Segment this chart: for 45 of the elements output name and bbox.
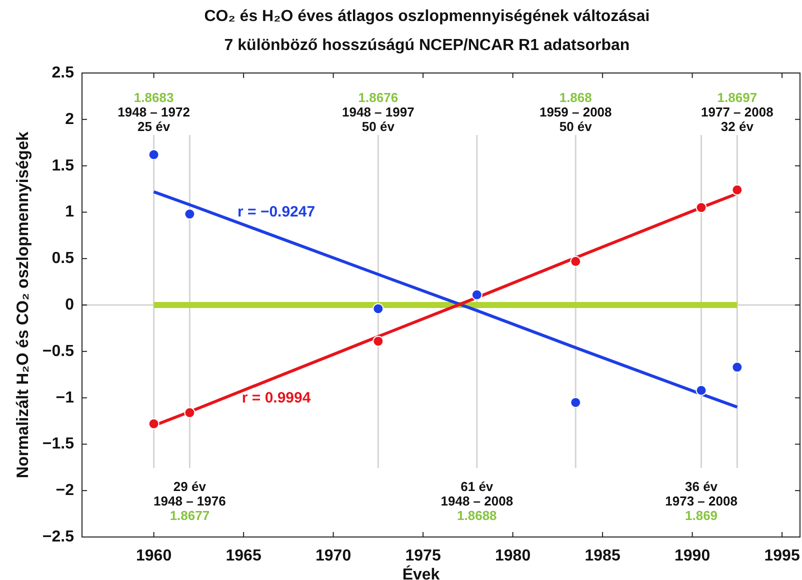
y-tick-label: −2 (56, 482, 74, 500)
x-tick-label: 1975 (405, 548, 441, 564)
x-tick-label: 1980 (495, 548, 531, 564)
point (696, 202, 707, 214)
y-tick-label: −1 (56, 389, 74, 406)
x-tick-label: 1995 (764, 548, 800, 564)
chart-subtitle: 7 különböző hosszúságú NCEP/NCAR R1 adatsorban (224, 37, 630, 54)
point (372, 303, 384, 314)
annotation: 1.8683 1948 – 1972 25 év (118, 90, 190, 134)
y-tick-label: −1.5 (42, 436, 74, 453)
y-tick-label: −2.5 (42, 528, 74, 546)
y-tick-label: 2.5 (52, 64, 74, 82)
x-tick-label: 1965 (226, 548, 262, 564)
point (471, 289, 482, 300)
y-tick-label: 1 (65, 204, 74, 221)
y-tick-label: 0 (65, 296, 74, 314)
point (184, 407, 196, 418)
y-tick-label: 2 (65, 110, 74, 128)
x-tick-label: 1985 (584, 548, 620, 564)
point (696, 384, 707, 396)
x-tick-label: 1960 (136, 548, 172, 564)
y-axis-title: Normalizált H₂O és CO₂ oszlopmennyiségek (14, 130, 32, 478)
x-tick-label: 1970 (316, 548, 352, 564)
point (732, 184, 743, 196)
point (148, 149, 160, 160)
chart-title: CO₂ és H₂O éves átlagos oszlopmennyiségének változásai (204, 8, 650, 25)
point (570, 396, 582, 408)
series-label: r = −0.9247 (238, 203, 316, 220)
series-label: r = 0.9994 (242, 389, 312, 406)
annotation: 36 év 1973 – 2008 1.869 (665, 479, 738, 523)
y-tick-label: 0.5 (52, 250, 74, 268)
x-tick-label: 1990 (674, 548, 710, 564)
annotation: 1.8676 1948 – 1997 50 év (342, 90, 414, 134)
x-axis-title: Évek (402, 564, 440, 580)
y-tick-label: 1.5 (52, 157, 74, 174)
point (184, 208, 196, 220)
annotation: 1.868 1959 – 2008 50 év (539, 90, 612, 134)
point (732, 362, 743, 373)
point (148, 418, 160, 430)
point (570, 256, 582, 267)
annotation: 1.8697 1977 – 2008 32 év (701, 90, 774, 134)
annotation: 29 év 1948 – 1976 1.8677 (154, 479, 226, 523)
y-tick-label: −0.5 (42, 342, 74, 360)
point (372, 336, 384, 347)
annotation: 61 év 1948 – 2008 1.8688 (440, 479, 514, 523)
